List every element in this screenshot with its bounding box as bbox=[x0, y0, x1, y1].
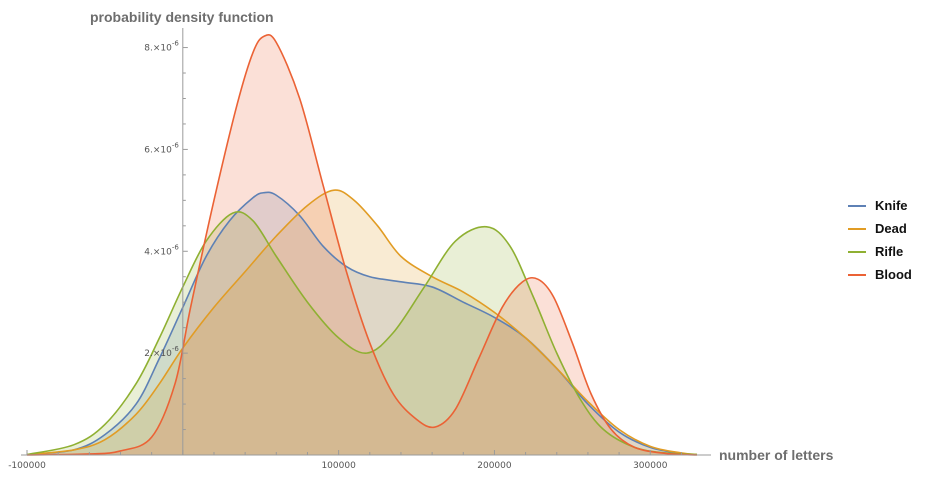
legend-item-blood: Blood bbox=[848, 263, 936, 286]
x-tick-label: 100000 bbox=[321, 461, 356, 471]
line-dead bbox=[26, 189, 698, 456]
axes: -100000 100000 200000 300000 2.×10-6 4.×10-6 6… bbox=[8, 28, 711, 471]
legend-item-dead: Dead bbox=[848, 217, 936, 240]
legend-swatch-knife bbox=[848, 204, 866, 207]
line-blood bbox=[26, 34, 698, 456]
x-tick-label: -100000 bbox=[8, 461, 46, 471]
series-fills bbox=[27, 34, 697, 456]
line-knife bbox=[26, 191, 698, 456]
legend-item-knife: Knife bbox=[848, 194, 936, 217]
area-rifle bbox=[27, 211, 697, 455]
x-axis-title: number of letters bbox=[719, 447, 834, 463]
y-tick-label: 6.×10-6 bbox=[144, 141, 179, 155]
y-tick-label: 8.×10-6 bbox=[144, 40, 179, 54]
line-rifle bbox=[26, 211, 698, 456]
legend: Knife Dead Rifle Blood bbox=[848, 194, 936, 286]
legend-swatch-rifle bbox=[848, 250, 866, 253]
area-blood bbox=[27, 34, 697, 455]
legend-item-rifle: Rifle bbox=[848, 240, 936, 263]
y-axis-title: probability density function bbox=[90, 9, 274, 25]
legend-label-blood: Blood bbox=[875, 267, 912, 282]
legend-label-knife: Knife bbox=[875, 198, 908, 213]
legend-swatch-dead bbox=[848, 227, 866, 230]
y-tick-label: 2.×10-6 bbox=[144, 345, 179, 359]
x-tick-label: 200000 bbox=[477, 461, 512, 471]
legend-label-dead: Dead bbox=[875, 221, 907, 236]
legend-swatch-blood bbox=[848, 273, 866, 276]
series-lines bbox=[26, 34, 698, 456]
y-tick-label: 4.×10-6 bbox=[144, 243, 179, 257]
legend-label-rifle: Rifle bbox=[875, 244, 904, 259]
x-tick-label: 300000 bbox=[633, 461, 668, 471]
